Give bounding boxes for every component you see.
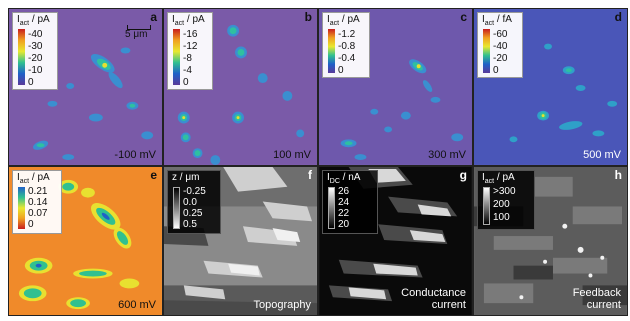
panel-b-tick: 0 [183, 77, 189, 88]
panel-d-letter: d [614, 10, 622, 24]
panel-a-legend: Iact / pA -40 -30 -20 -10 0 [12, 12, 58, 90]
scale-bar: 5 μm [125, 25, 151, 40]
panel-d-tick: -40 [493, 41, 508, 52]
panel-d-tick: -60 [493, 29, 508, 40]
panel-e-letter: e [150, 168, 157, 182]
panel-b-caption: 100 mV [273, 149, 311, 161]
panel-e-caption: 600 mV [118, 299, 156, 311]
panel-c-tick: -1.2 [338, 29, 356, 40]
panel-f-colorbar [173, 187, 180, 229]
panel-h-letter: h [614, 168, 622, 182]
panel-a-caption: -100 mV [114, 149, 156, 161]
panel-d-tick: 0 [493, 65, 499, 76]
panel-b-colorbar [173, 29, 180, 85]
panel-g-tick: 20 [338, 219, 350, 230]
panel-b-tick: -4 [183, 65, 192, 76]
panel-e-map: e Iact / pA 0.21 0.14 0.07 0 600 mV [8, 166, 163, 316]
panel-g-legend-title: IDC / nA [327, 172, 361, 185]
panel-c-tick: 0 [338, 65, 344, 76]
panel-f-tick: 0.0 [183, 197, 197, 208]
panel-d-tick: -20 [493, 53, 508, 64]
panel-g-caption: Conductance current [401, 287, 466, 311]
scale-bar-label: 5 μm [125, 29, 148, 40]
panel-f-tick: 0.5 [183, 219, 197, 230]
panel-c-colorbar [328, 29, 335, 73]
panel-b-map: b Iact / pA -16 -12 -8 -4 0 100 mV [163, 8, 318, 166]
panel-a-tick: -30 [28, 41, 43, 52]
panel-e-tick: 0.21 [28, 186, 48, 197]
panel-f-caption: Topography [253, 299, 312, 311]
panel-g-legend: IDC / nA 26 24 22 20 [322, 170, 378, 234]
panel-b-legend: Iact / pA -16 -12 -8 -4 0 [167, 12, 213, 90]
panel-a-legend-title: Iact / pA [17, 14, 50, 27]
panel-d-caption: 500 mV [583, 149, 621, 161]
panel-c-tick: -0.4 [338, 53, 356, 64]
panel-a-tick: -40 [28, 29, 43, 40]
panel-e-tick: 0.07 [28, 208, 48, 219]
panel-c-caption: 300 mV [428, 149, 466, 161]
panel-c-legend-title: Iact / pA [327, 14, 360, 27]
panel-h-map: h Iact / pA >300 200 100 Feedback current [473, 166, 628, 316]
panel-h-tick: >300 [493, 186, 516, 197]
panel-e-legend: Iact / pA 0.21 0.14 0.07 0 [12, 170, 62, 234]
panel-h-tick: 200 [493, 199, 510, 210]
panel-h-legend: Iact / pA >300 200 100 [477, 170, 535, 230]
panel-g-colorbar [328, 187, 335, 229]
panel-a-map: a Iact / pA -40 -30 -20 -10 0 5 μm -100 … [8, 8, 163, 166]
panel-b-tick: -16 [183, 29, 198, 40]
panel-a-colorbar [18, 29, 25, 85]
panel-g-tick: 24 [338, 197, 350, 208]
panel-h-tick: 100 [493, 212, 510, 223]
panel-d-legend: Iact / fA -60 -40 -20 0 [477, 12, 523, 78]
panel-b-tick: -12 [183, 41, 198, 52]
panel-f-image [164, 167, 317, 315]
panel-g-tick: 22 [338, 208, 350, 219]
panel-b-tick: -8 [183, 53, 192, 64]
panel-e-colorbar [18, 187, 25, 229]
scale-bar-line [127, 25, 151, 30]
panel-d-legend-title: Iact / fA [482, 14, 512, 27]
panel-c-map: c Iact / pA -1.2 -0.8 -0.4 0 300 mV [318, 8, 473, 166]
panel-b-letter: b [304, 10, 312, 24]
panel-e-tick: 0 [28, 219, 34, 230]
panel-h-legend-title: Iact / pA [482, 172, 515, 185]
panel-d-colorbar [483, 29, 490, 73]
panel-g-tick: 26 [338, 186, 350, 197]
panel-f-map: f z / μm -0.25 0.0 0.25 0.5 Topography [163, 166, 318, 316]
panel-g-map: g IDC / nA 26 24 22 20 Conductance curren… [318, 166, 473, 316]
panel-h-colorbar [483, 187, 490, 225]
panel-c-tick: -0.8 [338, 41, 356, 52]
panel-e-legend-title: Iact / pA [17, 172, 50, 185]
panel-a-tick: 0 [28, 77, 34, 88]
panel-e-tick: 0.14 [28, 197, 48, 208]
panel-a-letter: a [150, 10, 157, 24]
panel-f-letter: f [308, 168, 312, 182]
panel-f-legend: z / μm -0.25 0.0 0.25 0.5 [167, 170, 221, 234]
panel-g-letter: g [459, 168, 467, 182]
panel-a-tick: -20 [28, 53, 43, 64]
panel-h-caption: Feedback current [572, 287, 621, 311]
panel-b-legend-title: Iact / pA [172, 14, 205, 27]
panel-c-letter: c [460, 10, 467, 24]
panel-f-tick: 0.25 [183, 208, 203, 219]
panel-f-legend-title: z / μm [172, 172, 200, 183]
panel-f-tick: -0.25 [183, 186, 206, 197]
panel-c-legend: Iact / pA -1.2 -0.8 -0.4 0 [322, 12, 370, 78]
panel-d-map: d Iact / fA -60 -40 -20 0 500 mV [473, 8, 628, 166]
panel-a-tick: -10 [28, 65, 43, 76]
panel-e-image [9, 167, 162, 315]
